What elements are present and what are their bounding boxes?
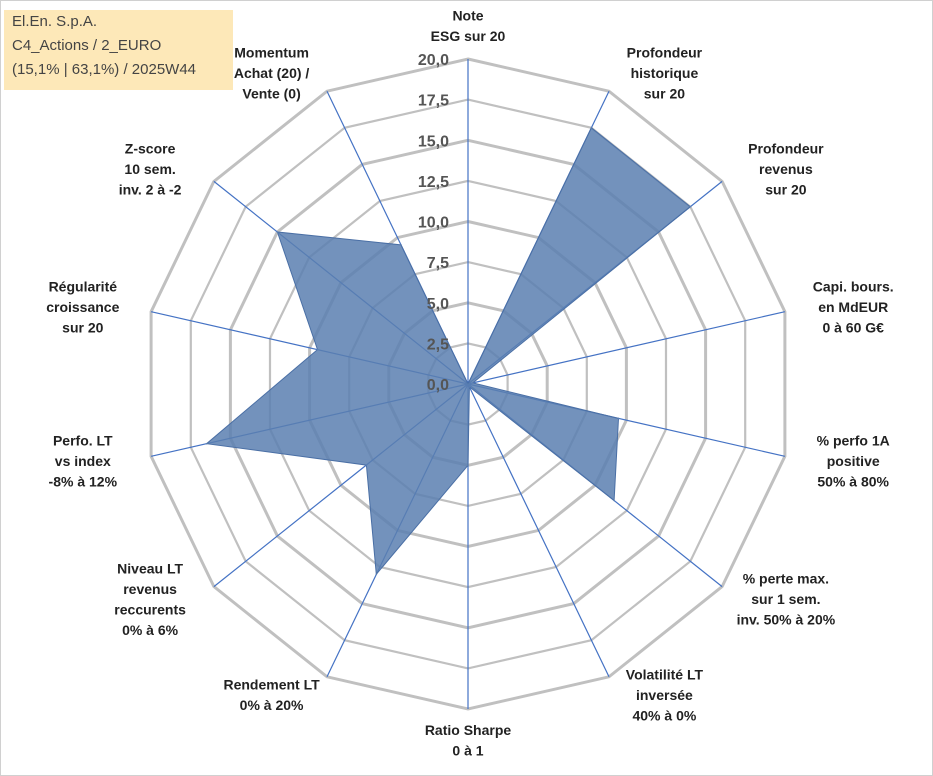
axis-label-6: Volatilité LT inversée 40% à 0% <box>626 666 704 723</box>
axis-label-9: Niveau LT revenus reccurents 0% à 6% <box>114 560 186 638</box>
tick-label-2: 5,0 <box>427 296 449 313</box>
series-point-11 <box>316 348 319 351</box>
info-box: El.En. S.p.A. C4_Actions / 2_EURO (15,1%… <box>4 10 233 90</box>
axis-label-12: Z-score 10 sem. inv. 2 à -2 <box>119 140 182 197</box>
axis-label-5: % perte max. sur 1 sem. inv. 50% à 20% <box>737 571 836 628</box>
tick-label-3: 7,5 <box>427 255 449 272</box>
tick-label-0: 0,0 <box>427 377 449 394</box>
axis-label-0: Note ESG sur 20 <box>431 8 506 45</box>
tick-label-4: 10,0 <box>418 215 449 232</box>
tick-label-8: 20,0 <box>418 52 449 69</box>
series-point-4 <box>617 417 620 420</box>
series-point-3 <box>472 382 474 384</box>
axis-label-1: Profondeur historique sur 20 <box>627 45 703 102</box>
series-point-0 <box>467 383 469 385</box>
series-point-6 <box>468 386 471 388</box>
series-point-10 <box>205 442 208 445</box>
axis-label-8: Rendement LT 0% à 20% <box>223 677 320 714</box>
axis-label-10: Perfo. LT vs index -8% à 12% <box>49 432 118 489</box>
company-name: El.En. S.p.A. <box>12 13 98 30</box>
series-point-7 <box>467 464 469 467</box>
axis-label-3: Capi. bours. en MdEUR 0 à 60 G€ <box>813 279 894 336</box>
category-label: C4_Actions / 2_EURO <box>12 37 162 54</box>
series-point-5 <box>613 499 615 502</box>
axis-spoke-3 <box>467 311 786 385</box>
axis-label-2: Profondeur revenus sur 20 <box>748 140 824 197</box>
tick-label-1: 2,5 <box>427 336 449 353</box>
series-point-9 <box>365 464 368 466</box>
axis-label-13: Momentum Achat (20) / Vente (0) <box>234 45 310 102</box>
series-point-12 <box>276 231 279 233</box>
axis-spoke-6 <box>467 383 610 678</box>
tick-label-5: 12,5 <box>418 174 449 191</box>
axis-label-7: Ratio Sharpe 0 à 1 <box>425 722 512 759</box>
stats-label: (15,1% | 63,1%) / 2025W44 <box>12 61 196 78</box>
series-point-13 <box>400 244 402 246</box>
tick-label-6: 15,0 <box>418 133 449 150</box>
tick-labels: 0,0 2,5 5,0 7,5 10,0 12,5 15,0 17,5 20,0 <box>418 52 449 394</box>
axis-label-4: % perfo 1A positive 50% à 80% <box>817 432 890 489</box>
series-point-2 <box>689 205 692 208</box>
axis-label-11: Régularité croissance sur 20 <box>46 279 119 336</box>
tick-label-7: 17,5 <box>418 93 449 110</box>
axis-labels: Note ESG sur 20 Profondeur historique sur 20… <box>46 8 893 759</box>
series-point-1 <box>590 127 593 129</box>
radar-series <box>205 127 692 576</box>
series-point-8 <box>375 573 378 576</box>
